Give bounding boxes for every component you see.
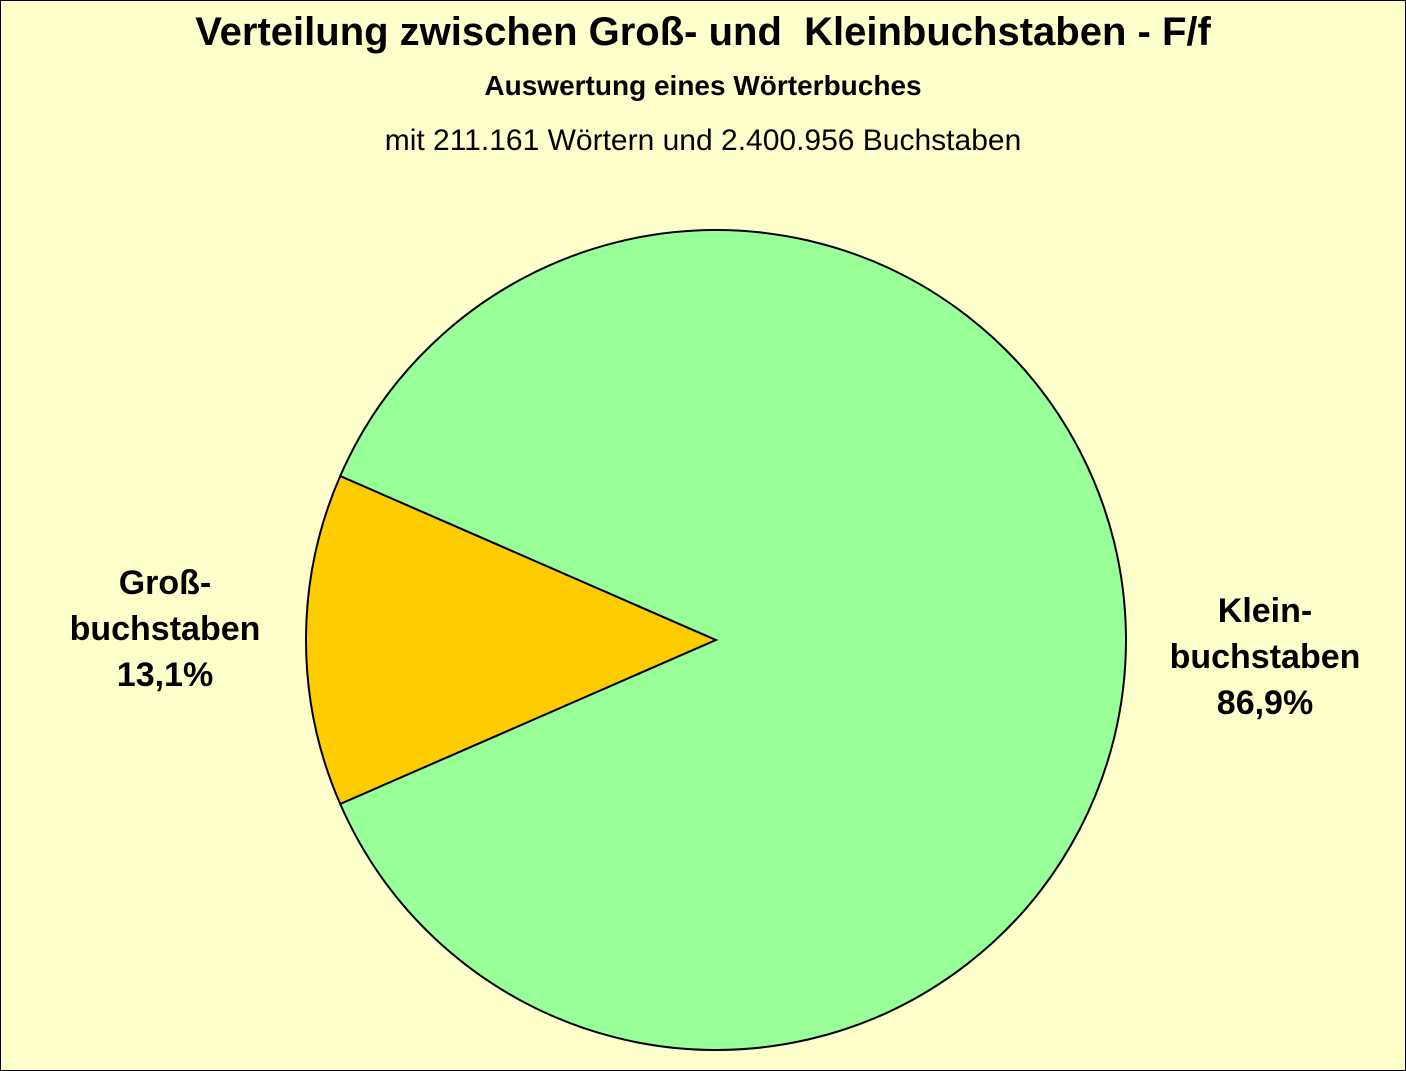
chart-subtitle: Auswertung eines Wörterbuches [484,70,922,101]
chart-title: Verteilung zwischen Groß- und Kleinbuchs… [195,10,1211,54]
chart-note: mit 211.161 Wörtern und 2.400.956 Buchst… [384,124,1022,157]
slice-value-label: 86,9% [1216,684,1314,722]
slice-label-grossbuchstaben: Groß- buchstaben 13,1% [40,560,290,698]
slice-label-line2: buchstaben [1169,638,1361,676]
pie-slice-grossbuchstaben [304,474,719,806]
slice-label-line1: Klein- [1217,592,1313,630]
slice-label-kleinbuchstaben: Klein- buchstaben 86,9% [1140,588,1390,726]
pie-slice-kleinbuchstaben [338,229,1127,1051]
slice-label-line2: buchstaben [69,610,261,648]
slice-value-label: 13,1% [116,656,214,694]
slice-label-line1: Groß- [118,564,212,602]
